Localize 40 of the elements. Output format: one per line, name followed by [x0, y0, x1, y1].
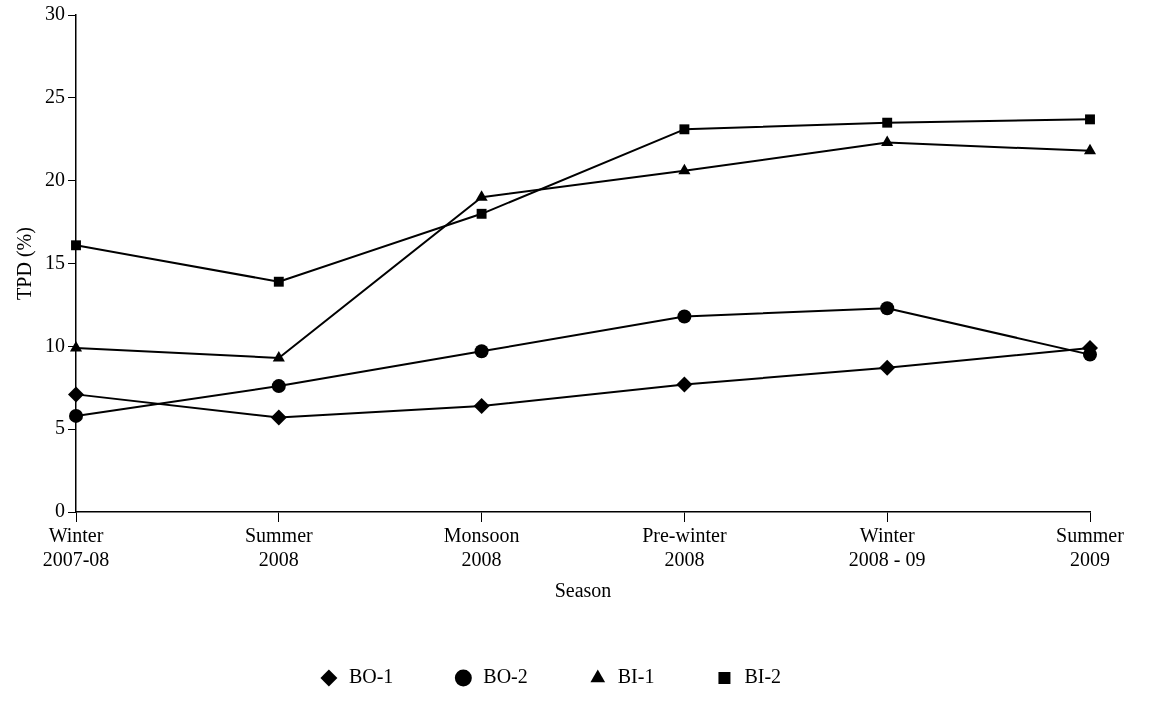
x-tick-label: Summer 2008 [244, 524, 314, 571]
x-axis-title: Season [554, 579, 612, 602]
point [881, 135, 894, 147]
legend-label: BO-1 [348, 665, 394, 688]
y-tick-label: 25 [45, 85, 65, 108]
point [473, 397, 490, 414]
x-tick-label: Summer 2009 [1056, 524, 1125, 571]
point [879, 359, 896, 376]
point [880, 301, 895, 316]
legend-label: BI-1 [617, 665, 655, 688]
point [476, 208, 487, 219]
y-tick-label: 15 [45, 250, 65, 273]
x-tick-label: Pre-winter 2008 [642, 524, 727, 571]
x-tick-label: Winter 2007-08 [42, 524, 110, 571]
point [272, 350, 285, 362]
point [71, 240, 81, 251]
point [882, 117, 893, 128]
point [676, 376, 693, 393]
x-tick-label: Winter 2008 - 09 [848, 524, 926, 571]
point [1083, 143, 1097, 155]
point [678, 163, 691, 175]
x-tick-label: Monsoon 2008 [443, 524, 520, 571]
legend-label: BO-2 [483, 665, 528, 688]
y-tick-label: 0 [55, 499, 65, 522]
legend-label: BI-2 [744, 665, 782, 688]
point [475, 190, 488, 201]
point [68, 386, 84, 403]
y-tick-label: 30 [45, 2, 65, 25]
point [270, 409, 287, 426]
y-tick-label: 20 [45, 167, 65, 190]
point [273, 276, 284, 287]
point [677, 309, 692, 324]
y-axis-title: TPD (%) [13, 227, 37, 300]
point [69, 408, 83, 423]
point [1085, 114, 1095, 125]
point [474, 344, 489, 359]
y-tick-label: 5 [55, 416, 65, 439]
point [271, 379, 286, 394]
point [679, 124, 690, 135]
y-tick-label: 10 [45, 333, 65, 356]
